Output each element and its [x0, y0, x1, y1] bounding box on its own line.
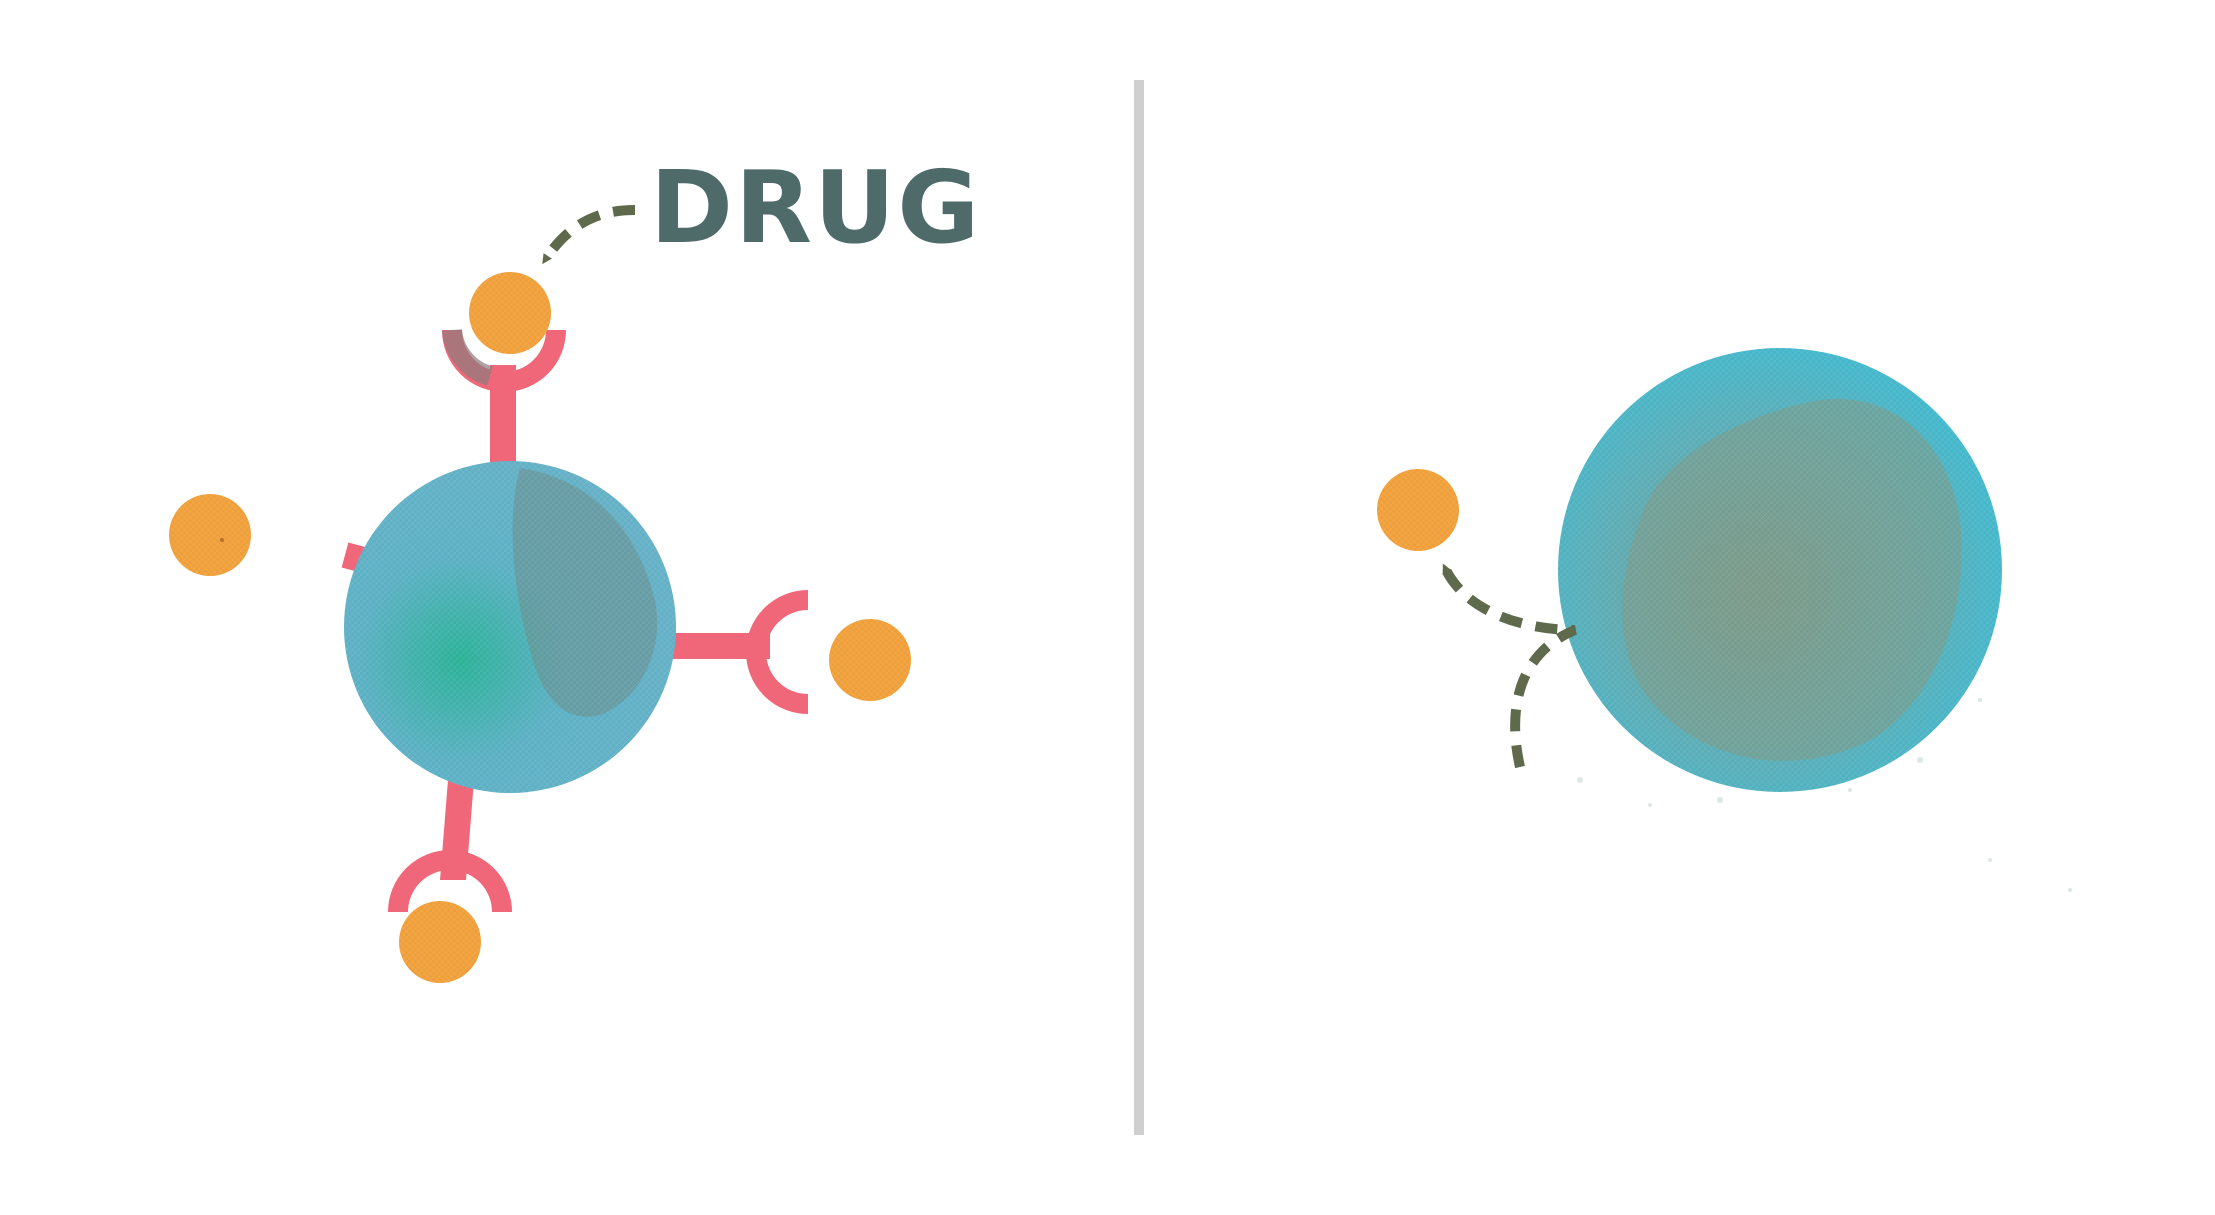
drug-label-arrow [540, 205, 636, 265]
receptor-top [442, 328, 566, 465]
drug-bottom [399, 901, 481, 983]
left-panel: DRUG [169, 149, 981, 983]
right-panel [1377, 348, 2072, 892]
cell-right-speckles [1577, 698, 2072, 892]
cell-left [344, 461, 676, 793]
drug-rejected-arrow [1440, 563, 1577, 769]
cell-right [1558, 348, 2002, 792]
drug-left [169, 494, 251, 576]
receptor-right [670, 590, 809, 714]
drug-free [1377, 469, 1459, 551]
receptor-bottom [388, 780, 512, 913]
drug-right [829, 619, 911, 701]
drug-top [469, 272, 551, 354]
drug-label: DRUG [650, 149, 981, 266]
panel-divider [1134, 80, 1144, 1135]
